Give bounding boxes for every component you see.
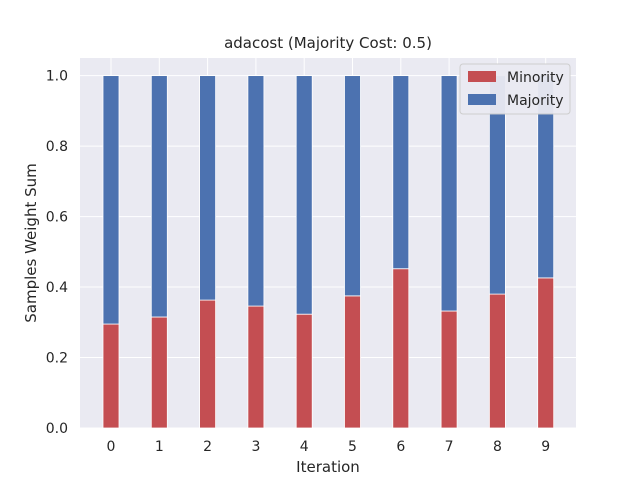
y-tick-label: 0.8 bbox=[46, 139, 68, 155]
bar-majority-1 bbox=[150, 75, 168, 318]
bar-minority-0 bbox=[102, 323, 120, 429]
bar-minority-4 bbox=[295, 313, 313, 429]
legend: Minority Majority bbox=[459, 63, 571, 115]
bar-minority-3 bbox=[247, 305, 265, 429]
x-tick-label: 1 bbox=[155, 439, 164, 455]
bar-minority-6 bbox=[392, 268, 410, 429]
legend-swatch-majority bbox=[468, 94, 496, 105]
y-tick-label: 0.0 bbox=[46, 421, 68, 437]
y-tick-label: 0.2 bbox=[46, 351, 68, 367]
y-tick-label: 0.4 bbox=[46, 280, 68, 296]
y-tick-labels: 0.0 0.2 0.4 0.6 0.8 1.0 bbox=[46, 69, 68, 437]
x-axis-label: Iteration bbox=[296, 458, 360, 476]
x-tick-label: 0 bbox=[107, 439, 116, 455]
x-tick-label: 7 bbox=[445, 439, 454, 455]
y-axis-label: Samples Weight Sum bbox=[22, 163, 40, 323]
bar-minority-7 bbox=[440, 310, 458, 429]
x-tick-label: 9 bbox=[541, 439, 550, 455]
bar-majority-4 bbox=[295, 75, 313, 315]
y-tick-label: 1.0 bbox=[46, 69, 68, 85]
y-tick-label: 0.6 bbox=[46, 210, 68, 226]
bar-majority-0 bbox=[102, 75, 120, 325]
bar-minority-8 bbox=[488, 293, 506, 429]
x-tick-labels: 0 1 2 3 4 5 6 7 8 9 bbox=[107, 439, 551, 455]
x-tick-label: 5 bbox=[348, 439, 357, 455]
x-tick-label: 6 bbox=[396, 439, 405, 455]
bar-minority-9 bbox=[537, 277, 555, 429]
bar-majority-3 bbox=[247, 75, 265, 307]
bar-majority-5 bbox=[344, 75, 361, 297]
bar-majority-7 bbox=[440, 75, 458, 312]
bar-majority-6 bbox=[392, 75, 410, 270]
chart-title: adacost (Majority Cost: 0.5) bbox=[224, 34, 432, 52]
bars bbox=[102, 75, 555, 429]
x-tick-label: 4 bbox=[300, 439, 309, 455]
bar-minority-5 bbox=[344, 295, 361, 429]
legend-label-majority: Majority bbox=[507, 93, 564, 109]
legend-swatch-minority bbox=[468, 71, 496, 82]
bar-minority-2 bbox=[199, 299, 217, 429]
bar-minority-1 bbox=[150, 316, 168, 429]
x-tick-label: 3 bbox=[251, 439, 260, 455]
x-tick-label: 2 bbox=[203, 439, 212, 455]
legend-label-minority: Minority bbox=[507, 70, 564, 86]
bar-majority-2 bbox=[199, 75, 217, 301]
x-tick-label: 8 bbox=[493, 439, 502, 455]
